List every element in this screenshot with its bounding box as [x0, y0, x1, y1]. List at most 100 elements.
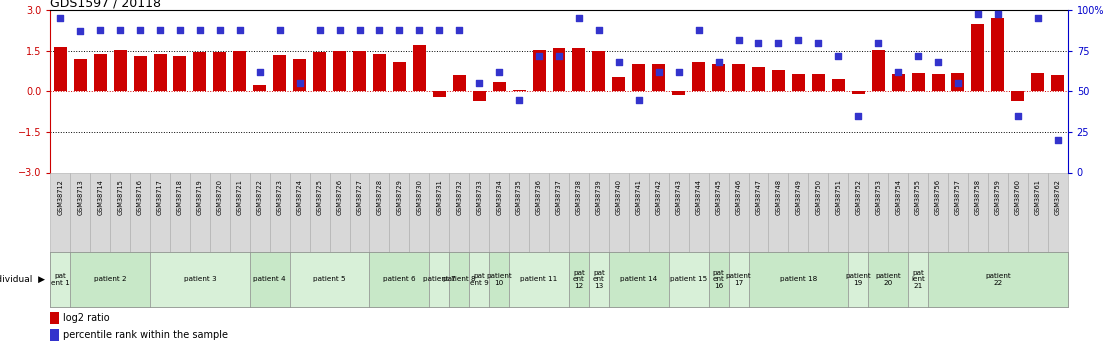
Text: GSM38750: GSM38750	[815, 179, 822, 215]
Bar	[1048, 172, 1068, 252]
Point	[789, 37, 807, 42]
Bar	[609, 172, 628, 252]
Text: GSM38743: GSM38743	[675, 179, 682, 215]
Text: GSM38747: GSM38747	[756, 179, 761, 215]
Bar	[672, 91, 685, 96]
Bar	[572, 48, 586, 91]
Bar	[449, 252, 470, 307]
Bar	[869, 252, 908, 307]
Bar	[509, 172, 529, 252]
Bar	[729, 252, 749, 307]
Bar	[593, 51, 605, 91]
Bar	[669, 252, 709, 307]
Bar	[50, 312, 59, 324]
Bar	[429, 172, 449, 252]
Text: GSM38733: GSM38733	[476, 179, 482, 215]
Point	[710, 59, 728, 65]
Bar	[369, 252, 429, 307]
Text: GSM38725: GSM38725	[316, 179, 323, 215]
Bar	[589, 252, 609, 307]
Bar	[290, 252, 369, 307]
Bar	[330, 172, 350, 252]
Bar	[869, 172, 888, 252]
Bar	[293, 59, 306, 91]
Bar	[313, 52, 326, 91]
Text: GSM38720: GSM38720	[217, 179, 222, 215]
Bar	[928, 172, 948, 252]
Bar	[888, 172, 908, 252]
Point	[1029, 16, 1046, 21]
Point	[830, 53, 847, 59]
Bar	[111, 172, 130, 252]
Point	[909, 53, 927, 59]
Point	[250, 69, 268, 75]
Bar	[50, 252, 70, 307]
Bar	[190, 172, 210, 252]
Text: GSM38741: GSM38741	[636, 179, 642, 215]
Text: GSM38727: GSM38727	[357, 179, 362, 215]
Text: GSM38760: GSM38760	[1015, 179, 1021, 215]
Point	[550, 53, 568, 59]
Point	[670, 69, 688, 75]
Point	[749, 40, 767, 46]
Text: GSM38738: GSM38738	[576, 179, 582, 215]
Text: GSM38761: GSM38761	[1035, 179, 1041, 215]
Bar	[569, 252, 589, 307]
Point	[989, 11, 1007, 16]
Text: GSM38724: GSM38724	[296, 179, 303, 215]
Bar	[254, 85, 266, 91]
Bar	[628, 172, 648, 252]
Text: GDS1597 / 20118: GDS1597 / 20118	[50, 0, 161, 9]
Point	[570, 16, 588, 21]
Bar	[552, 48, 566, 91]
Point	[471, 80, 489, 86]
Text: GSM38730: GSM38730	[416, 179, 423, 215]
Text: GSM38739: GSM38739	[596, 179, 601, 215]
Bar	[808, 172, 828, 252]
Text: patient 6: patient 6	[383, 276, 416, 283]
Bar	[1007, 172, 1027, 252]
Bar	[1051, 75, 1064, 91]
Bar	[948, 172, 968, 252]
Point	[949, 80, 967, 86]
Text: GSM38712: GSM38712	[57, 179, 64, 215]
Bar	[234, 51, 246, 91]
Bar	[749, 252, 849, 307]
Text: GSM38713: GSM38713	[77, 179, 83, 215]
Text: GSM38756: GSM38756	[935, 179, 941, 215]
Bar	[788, 172, 808, 252]
Point	[331, 27, 349, 32]
Bar	[832, 79, 845, 91]
Text: GSM38755: GSM38755	[915, 179, 921, 215]
Point	[969, 11, 987, 16]
Text: GSM38757: GSM38757	[955, 179, 961, 215]
Bar	[609, 252, 669, 307]
Bar	[669, 172, 689, 252]
Bar	[392, 62, 406, 91]
Bar	[689, 172, 709, 252]
Bar	[908, 172, 928, 252]
Point	[451, 27, 468, 32]
Bar	[732, 65, 745, 91]
Point	[390, 27, 408, 32]
Bar	[50, 329, 59, 341]
Text: patient 18: patient 18	[779, 276, 817, 283]
Bar	[333, 51, 347, 91]
Bar	[470, 252, 490, 307]
Bar	[692, 62, 705, 91]
Text: GSM38719: GSM38719	[197, 179, 203, 215]
Text: patient 5: patient 5	[313, 276, 345, 283]
Point	[650, 69, 667, 75]
Text: patient
22: patient 22	[985, 273, 1011, 286]
Point	[72, 29, 89, 34]
Point	[430, 27, 448, 32]
Text: GSM38740: GSM38740	[616, 179, 622, 215]
Point	[370, 27, 388, 32]
Bar	[50, 172, 70, 252]
Bar	[928, 252, 1068, 307]
Point	[231, 27, 249, 32]
Bar	[353, 51, 366, 91]
Text: GSM38749: GSM38749	[795, 179, 802, 215]
Text: GSM38736: GSM38736	[536, 179, 542, 215]
Bar	[373, 53, 386, 91]
